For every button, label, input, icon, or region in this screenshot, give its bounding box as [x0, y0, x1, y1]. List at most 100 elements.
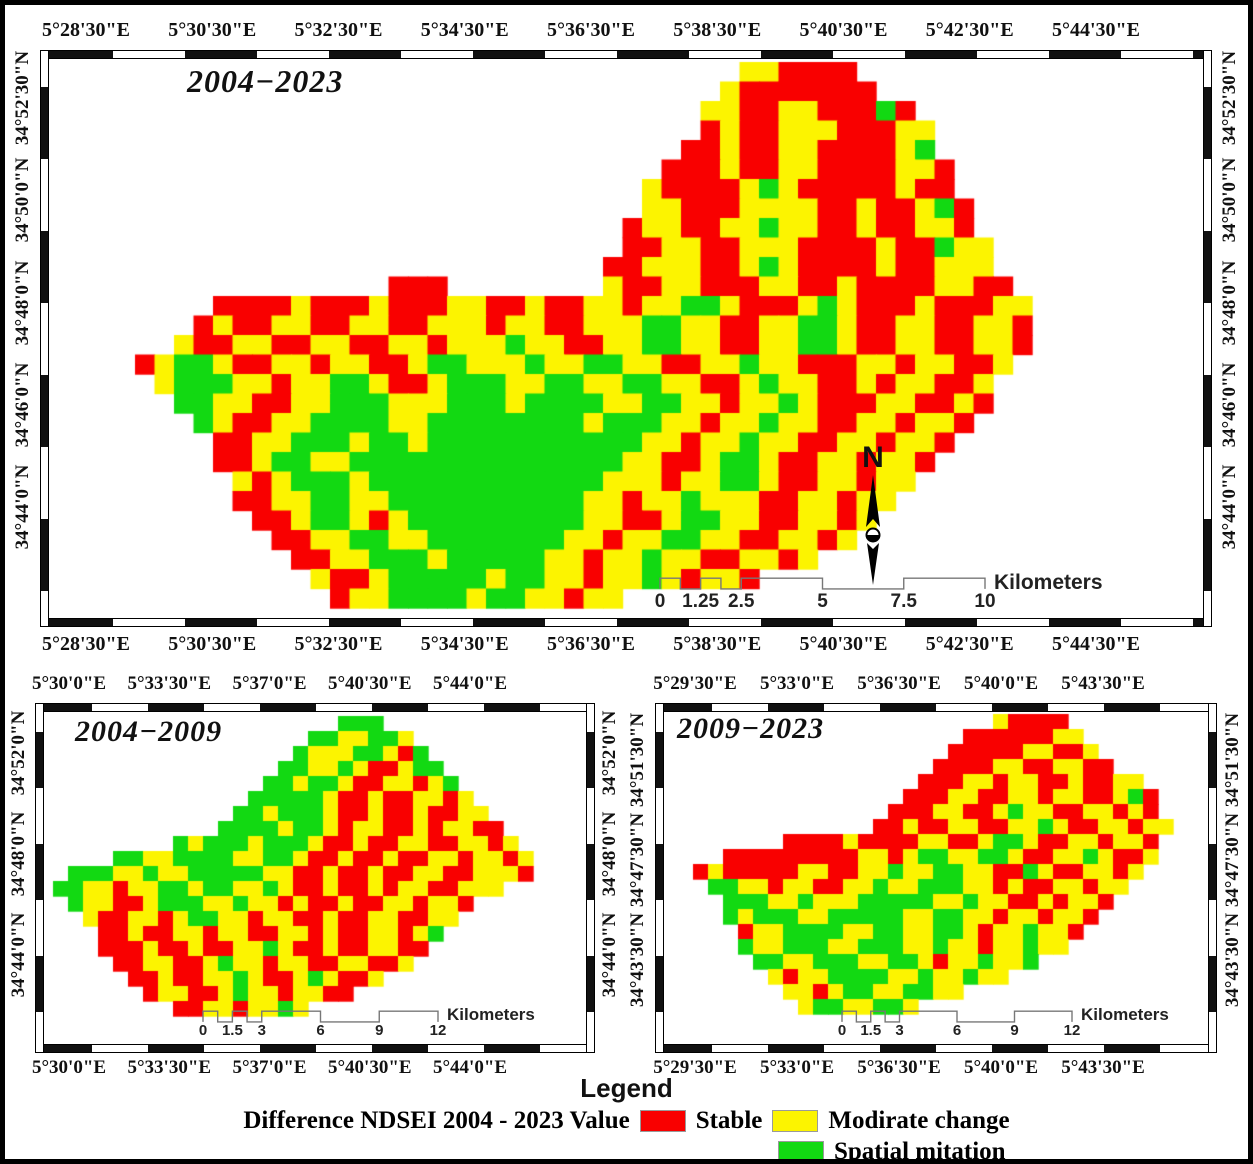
scale-label: 0 [198, 1022, 208, 1039]
legend: Legend Difference NDSEI 2004 - 2023 Valu… [5, 1073, 1248, 1164]
lon-label: 5°33'30"E [127, 673, 212, 694]
lon-label: 5°33'0"E [759, 673, 835, 694]
scale-label: 1.5 [860, 1022, 882, 1039]
top-map-lat-axis-left: 34°52'30"N 34°50'0"N 34°48'0"N 34°46'0"N 34°… [12, 51, 40, 619]
legend-label-spatial-mitation: Spatial mitation [834, 1138, 1006, 1164]
br-map-lon-axis-top: 5°29'30"E 5°33'0"E 5°36'30"E 5°40'0"E 5°43'3… [653, 673, 1213, 699]
lat-label: 34°48'0"N [8, 811, 29, 897]
scale-label: 7.5 [890, 591, 917, 612]
bl-map-lat-axis-left: 34°52'0"N 34°48'0"N 34°44'0"N [8, 711, 34, 1045]
lat-label: 34°50'0"N [12, 157, 33, 243]
scale-bar-line [203, 1008, 438, 1023]
north-needle-icon [865, 475, 881, 585]
lon-label: 5°38'30"E [673, 19, 762, 41]
lat-label: 34°52'0"N [8, 710, 29, 796]
bl-map-area [43, 711, 587, 1045]
lon-label: 5°36'30"E [547, 19, 635, 41]
lon-label: 5°36'30"E [547, 633, 635, 655]
north-label: N [862, 441, 884, 474]
scale-bar-line [842, 1008, 1072, 1023]
br-map-lon-axis-bottom: 5°29'30"E 5°33'0"E 5°36'30"E 5°40'0"E 5°43'3… [653, 1057, 1213, 1083]
scale-label: 5 [817, 591, 828, 612]
lat-label: 34°48'0"N [1219, 260, 1240, 345]
scale-label: 0 [654, 591, 666, 612]
lon-label: 5°30'30"E [168, 633, 257, 655]
legend-swatch-spatial-mitation [778, 1141, 824, 1159]
lat-label: 34°51'30"N [627, 712, 648, 808]
lon-label: 5°40'30"E [327, 673, 412, 694]
scale-label: 1.25 [682, 591, 720, 612]
lat-label: 34°44'0"N [1219, 464, 1240, 550]
lon-label: 5°43'30"E [1061, 673, 1145, 694]
scale-unit-label: Kilometers [1081, 1005, 1169, 1024]
lon-label: 5°44'30"E [1052, 19, 1140, 41]
scale-label: 3 [895, 1022, 904, 1039]
scale-unit-label: Kilometers [447, 1005, 535, 1024]
bl-map-lon-axis-bottom: 5°30'0"E 5°33'30"E 5°37'0"E 5°40'30"E 5°44'0… [32, 1057, 591, 1083]
scale-bar-bl-map: Kilometers 0 1.5 3 6 9 12 [199, 1005, 535, 1048]
lon-label: 5°28'30"E [42, 633, 130, 655]
lat-label: 34°43'30"N [627, 912, 648, 1008]
lat-label: 34°44'0"N [599, 912, 620, 998]
lon-label: 5°40'30"E [799, 633, 888, 655]
lon-label: 5°36'30"E [857, 673, 941, 694]
top-map-lon-axis-bottom: 5°28'30"E 5°30'30"E 5°32'30"E 5°34'30"E 5°36… [42, 633, 1204, 661]
legend-swatch-stable [639, 1110, 686, 1132]
lat-label: 34°46'0"N [1219, 362, 1240, 448]
lon-label: 5°43'30"E [1061, 1057, 1145, 1078]
legend-label-modirate-change: Modirate change [828, 1107, 1010, 1134]
top-map-area [48, 58, 1204, 619]
lon-label: 5°29'30"E [653, 1057, 737, 1078]
lat-label: 34°52'30"N [1219, 50, 1240, 146]
lon-label: 5°37'0"E [232, 673, 307, 694]
map-raster-2004-2009 [44, 712, 586, 1044]
br-map-area [663, 711, 1209, 1045]
lat-label: 34°44'0"N [12, 464, 33, 550]
lon-label: 5°42'30"E [925, 19, 1014, 41]
north-arrow: N [850, 443, 896, 587]
lon-label: 5°36'30"E [857, 1057, 941, 1078]
lon-label: 5°40'0"E [963, 1057, 1039, 1078]
lon-label: 5°42'30"E [925, 633, 1014, 655]
lon-label: 5°38'30"E [673, 633, 762, 655]
scale-label: 2.5 [728, 591, 755, 612]
lat-label: 34°48'0"N [599, 811, 620, 897]
lat-label: 34°52'0"N [599, 710, 620, 796]
legend-title: Legend [580, 1073, 673, 1103]
scale-bar-top-map: Kilometers 0 1.25 2.5 5 7.5 10 [655, 571, 1103, 615]
legend-row-1: Difference NDSEI 2004 - 2023 Value Stabl… [5, 1107, 1248, 1135]
lat-label: 34°47'30"N [627, 812, 648, 908]
lon-label: 5°32'30"E [294, 19, 383, 41]
bl-map-frame [35, 703, 595, 1053]
lon-label: 5°30'0"E [31, 1057, 107, 1078]
lon-label: 5°30'0"E [31, 673, 107, 694]
scale-label: 0 [837, 1022, 847, 1039]
scale-label: 6 [316, 1022, 325, 1039]
scale-label: 9 [375, 1022, 384, 1039]
legend-caption: Difference NDSEI 2004 - 2023 Value [243, 1107, 630, 1134]
map-title-2004-2023: 2004−2023 [187, 63, 344, 99]
lon-label: 5°40'30"E [799, 19, 888, 41]
scale-bar-line [660, 575, 985, 590]
lat-label: 34°50'0"N [1219, 157, 1240, 243]
lon-label: 5°40'0"E [963, 673, 1039, 694]
graticule-border-bottom [40, 618, 1212, 627]
lon-label: 5°44'0"E [432, 1057, 508, 1078]
scale-label: 12 [1063, 1022, 1081, 1039]
lon-label: 5°40'30"E [327, 1057, 412, 1078]
top-map-lon-axis-top: 5°28'30"E 5°30'30"E 5°32'30"E 5°34'30"E 5°36… [42, 19, 1204, 47]
scale-label: 3 [257, 1022, 266, 1039]
lat-label: 34°43'30"N [1222, 912, 1243, 1008]
top-map-frame [40, 50, 1212, 627]
br-map-lat-axis-left: 34°51'30"N 34°47'30"N 34°43'30"N [627, 711, 653, 1045]
scale-label: 6 [952, 1022, 962, 1039]
lon-label: 5°44'0"E [432, 673, 508, 694]
map-raster-2004-2023 [49, 59, 1203, 618]
legend-label-stable: Stable [695, 1107, 763, 1134]
scale-label: 9 [1010, 1022, 1019, 1039]
bl-map-lat-axis-right: 34°52'0"N 34°48'0"N 34°44'0"N [599, 711, 625, 1045]
lon-label: 5°37'0"E [232, 1057, 307, 1078]
bl-map-lon-axis-top: 5°30'0"E 5°33'30"E 5°37'0"E 5°40'30"E 5°44'0… [32, 673, 591, 699]
map-raster-2009-2023 [664, 712, 1208, 1044]
